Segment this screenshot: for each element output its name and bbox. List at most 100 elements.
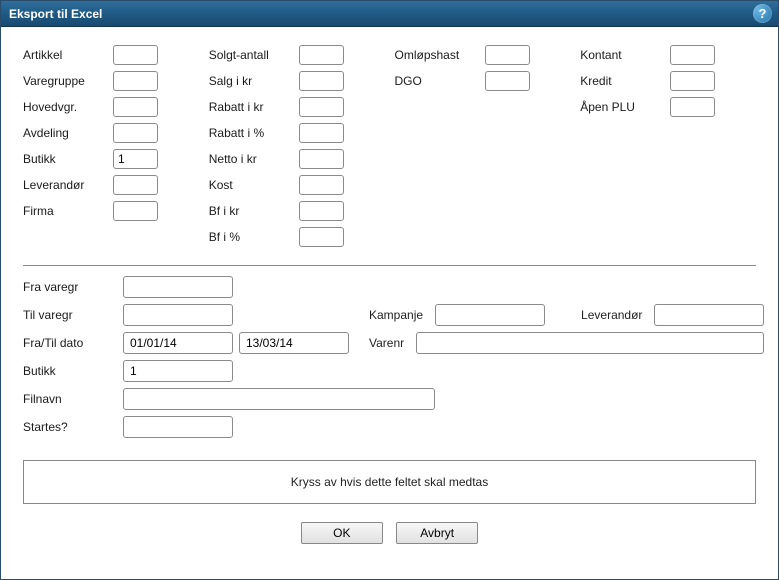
field-cell: Rabatt i kr [209,97,385,117]
field-label: Netto i kr [209,152,299,166]
kampanje-input[interactable] [435,304,545,326]
field-input[interactable] [670,71,715,91]
field-input[interactable] [113,175,158,195]
field-input[interactable] [299,97,344,117]
field-cell [23,227,199,247]
field-label: Varegruppe [23,74,113,88]
field-cell: Åpen PLU [580,97,756,117]
field-cell: Artikkel [23,45,199,65]
varenr-input[interactable] [416,332,764,354]
field-input[interactable] [299,71,344,91]
dialog-body: Artikkel Solgt-antall Omløpshast Kontant Var… [1,27,778,554]
leverandor-input[interactable] [654,304,764,326]
kampanje-label: Kampanje [369,308,423,322]
field-label: Solgt-antall [209,48,299,62]
field-label: Hovedvgr. [23,100,113,114]
field-label: Kost [209,178,299,192]
field-input[interactable] [299,175,344,195]
field-cell: Varegruppe [23,71,199,91]
field-cell [395,175,571,195]
ok-button[interactable]: OK [301,522,383,544]
field-cell: Bf i kr [209,201,385,221]
fra-varegr-label: Fra varegr [23,280,123,294]
startes-input[interactable] [123,416,233,438]
field-input[interactable] [299,149,344,169]
field-cell: Salg i kr [209,71,385,91]
field-label: Artikkel [23,48,113,62]
field-cell [395,149,571,169]
filnavn-input[interactable] [123,388,435,410]
field-label: Rabatt i kr [209,100,299,114]
til-dato-input[interactable] [239,332,349,354]
field-input[interactable] [670,45,715,65]
field-input[interactable] [485,71,530,91]
field-input[interactable] [299,201,344,221]
field-label: Salg i kr [209,74,299,88]
field-input[interactable] [299,45,344,65]
field-cell: Bf i % [209,227,385,247]
fratil-dato-label: Fra/Til dato [23,336,123,350]
field-input[interactable] [113,45,158,65]
field-input[interactable] [113,71,158,91]
field-label: Åpen PLU [580,100,670,114]
field-label: Rabatt i % [209,126,299,140]
field-input[interactable] [113,201,158,221]
fra-dato-input[interactable] [123,332,233,354]
field-cell: Hovedvgr. [23,97,199,117]
field-label: Firma [23,204,113,218]
hint-box: Kryss av hvis dette feltet skal medtas [23,460,756,504]
titlebar: Eksport til Excel ? [1,1,778,27]
field-cell: Kontant [580,45,756,65]
varenr-label: Varenr [369,336,404,350]
field-cell [580,201,756,221]
help-icon[interactable]: ? [753,4,772,23]
field-input[interactable] [113,123,158,143]
field-cell: Firma [23,201,199,221]
export-to-excel-dialog: Eksport til Excel ? Artikkel Solgt-antall… [0,0,779,580]
butikk-input[interactable] [123,360,233,382]
field-cell [395,97,571,117]
field-cell: Kredit [580,71,756,91]
field-cell: Netto i kr [209,149,385,169]
startes-label: Startes? [23,420,123,434]
field-input[interactable] [299,227,344,247]
field-input[interactable] [113,149,158,169]
field-input[interactable] [485,45,530,65]
field-cell: DGO [395,71,571,91]
button-row: OK Avbryt [23,522,756,544]
field-cell: Butikk [23,149,199,169]
field-label: Omløpshast [395,48,485,62]
field-cell [580,175,756,195]
field-label: Kontant [580,48,670,62]
til-varegr-label: Til varegr [23,308,123,322]
field-input[interactable] [670,97,715,117]
fra-varegr-input[interactable] [123,276,233,298]
field-cell: Solgt-antall [209,45,385,65]
leverandor-label: Leverandør [581,308,642,322]
til-varegr-input[interactable] [123,304,233,326]
field-cell [580,227,756,247]
field-label: Kredit [580,74,670,88]
field-cell: Omløpshast [395,45,571,65]
filter-form: Fra varegr Til varegr Kampanje Leverandø… [23,276,756,438]
field-cell [395,123,571,143]
field-selection-grid: Artikkel Solgt-antall Omløpshast Kontant Var… [23,45,756,247]
field-input[interactable] [299,123,344,143]
field-cell [580,149,756,169]
field-cell: Leverandør [23,175,199,195]
cancel-button[interactable]: Avbryt [396,522,478,544]
field-label: Bf i % [209,230,299,244]
field-cell: Rabatt i % [209,123,385,143]
field-label: Butikk [23,152,113,166]
separator [23,265,756,266]
field-cell [395,201,571,221]
field-cell [580,123,756,143]
hint-text: Kryss av hvis dette feltet skal medtas [291,475,488,489]
field-label: Bf i kr [209,204,299,218]
butikk-label: Butikk [23,364,123,378]
filnavn-label: Filnavn [23,392,123,406]
window-title: Eksport til Excel [9,7,102,21]
field-label: Leverandør [23,178,113,192]
field-input[interactable] [113,97,158,117]
field-cell [395,227,571,247]
